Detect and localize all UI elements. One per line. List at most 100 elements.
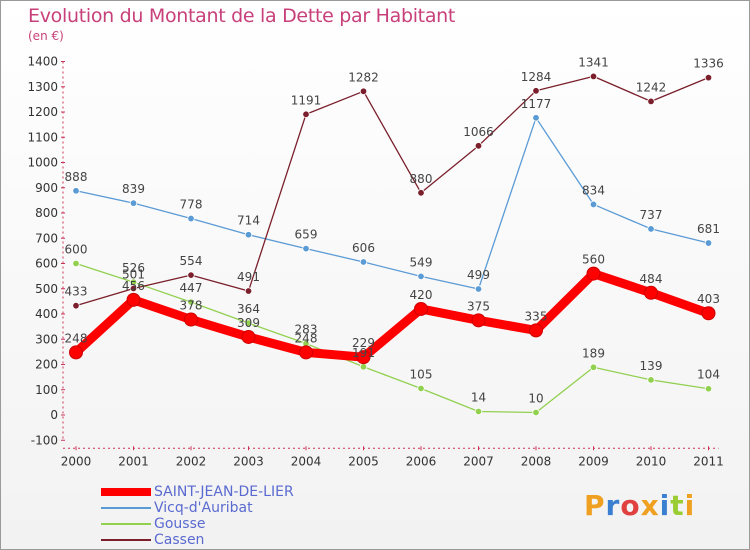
data-label: 283 [295,323,318,337]
data-label: 888 [65,170,88,184]
y-tick-label: 1200 [27,105,58,119]
data-point [187,214,195,223]
data-label: 834 [582,183,605,197]
data-point [72,187,80,195]
data-label: 1242 [636,80,667,94]
logo-letter: o [620,489,641,522]
data-point [299,345,313,360]
series-lines [71,75,713,414]
data-label: 378 [180,299,203,313]
y-axis: -100 0 100 200 300 400 500 600 700 800 900 1000 1100… [27,55,65,447]
data-label: 229 [352,336,375,350]
data-label: 554 [180,254,203,268]
y-tick-label: 100 [35,383,58,397]
data-label: 681 [697,222,720,236]
data-label: 447 [180,281,203,295]
data-point [589,72,598,81]
data-label: 403 [697,292,720,306]
data-point [356,350,371,365]
data-point [532,114,540,122]
data-point [72,259,80,268]
data-label: 1336 [693,57,724,71]
logo-letter: P [584,489,606,522]
data-point [529,323,543,338]
data-point [187,298,195,306]
data-point [187,271,195,279]
y-tick-label: 700 [35,231,58,245]
data-point [184,312,198,327]
data-label: 420 [410,288,433,302]
y-tick-label: 400 [35,307,58,321]
data-label: 10 [528,391,543,405]
legend-swatch [101,507,151,509]
y-tick-label: 0 [50,408,58,422]
data-label: 309 [237,316,260,330]
y-tick-label: 1000 [27,156,58,170]
data-point [471,313,486,328]
data-point [417,384,425,393]
data-point [647,376,655,384]
x-tick-label: 2002 [176,454,207,468]
legend-swatch [101,523,151,525]
data-point [704,73,713,82]
legend-label: Vicq-d'Auribat [154,500,253,516]
y-tick-label: 1300 [27,80,58,94]
data-point [701,306,716,321]
data-label: 491 [237,270,260,284]
data-label: 606 [352,241,375,255]
legend-swatch [101,539,151,541]
data-label: 248 [65,331,88,345]
data-point [586,266,601,281]
data-point [474,142,483,150]
data-label: 191 [352,346,375,360]
data-label: 189 [582,346,605,360]
series-line [75,262,710,414]
data-label: 737 [640,208,663,222]
data-label: 433 [65,285,88,299]
data-label: 526 [122,261,145,275]
y-tick-label: 1100 [27,130,58,144]
y-tick-label: -100 [31,433,58,447]
data-point [417,272,425,281]
x-axis: 2000 2001 2002 2003 2004 2005 2006 2007 2008 2009… [61,446,724,468]
data-point [241,329,256,344]
data-labels: 888 839 778 714 659 606 549 499 1177 834 737 681 600… [65,55,724,405]
data-label: 1191 [291,93,322,107]
data-label: 364 [237,302,260,316]
x-tick-label: 2010 [636,454,667,468]
x-tick-label: 2003 [233,454,264,468]
logo-letter: i [684,489,696,522]
data-point [644,285,658,300]
data-label: 139 [640,359,663,373]
logo-letter: r [605,489,621,522]
data-label: 714 [237,214,260,228]
data-label: 248 [295,331,318,345]
y-tick-label: 900 [35,181,58,195]
data-label: 375 [467,299,490,313]
data-label: 105 [410,367,433,381]
y-tick-label: 200 [35,358,58,372]
data-point [72,301,80,310]
data-label: 335 [525,309,548,323]
legend-label: Cassen [154,532,205,548]
logo-letter: t [670,489,685,522]
chart-title: Evolution du Montant de la Dette par Hab… [28,5,456,27]
x-tick-label: 2007 [463,454,494,468]
data-point [244,319,253,327]
data-label: 839 [122,182,145,196]
data-point [704,385,713,393]
data-point [302,244,310,253]
data-point [126,292,141,307]
data-point [359,258,368,266]
data-label: 560 [582,253,605,267]
legend-swatch [101,488,151,496]
data-label: 1282 [348,70,379,84]
y-tick-label: 300 [35,332,58,346]
y-tick-label: 800 [35,206,58,220]
x-tick-label: 2008 [521,454,552,468]
data-point [589,363,598,371]
data-label: 1177 [521,97,552,111]
logo-letter: x [640,489,660,522]
data-point [244,231,253,239]
